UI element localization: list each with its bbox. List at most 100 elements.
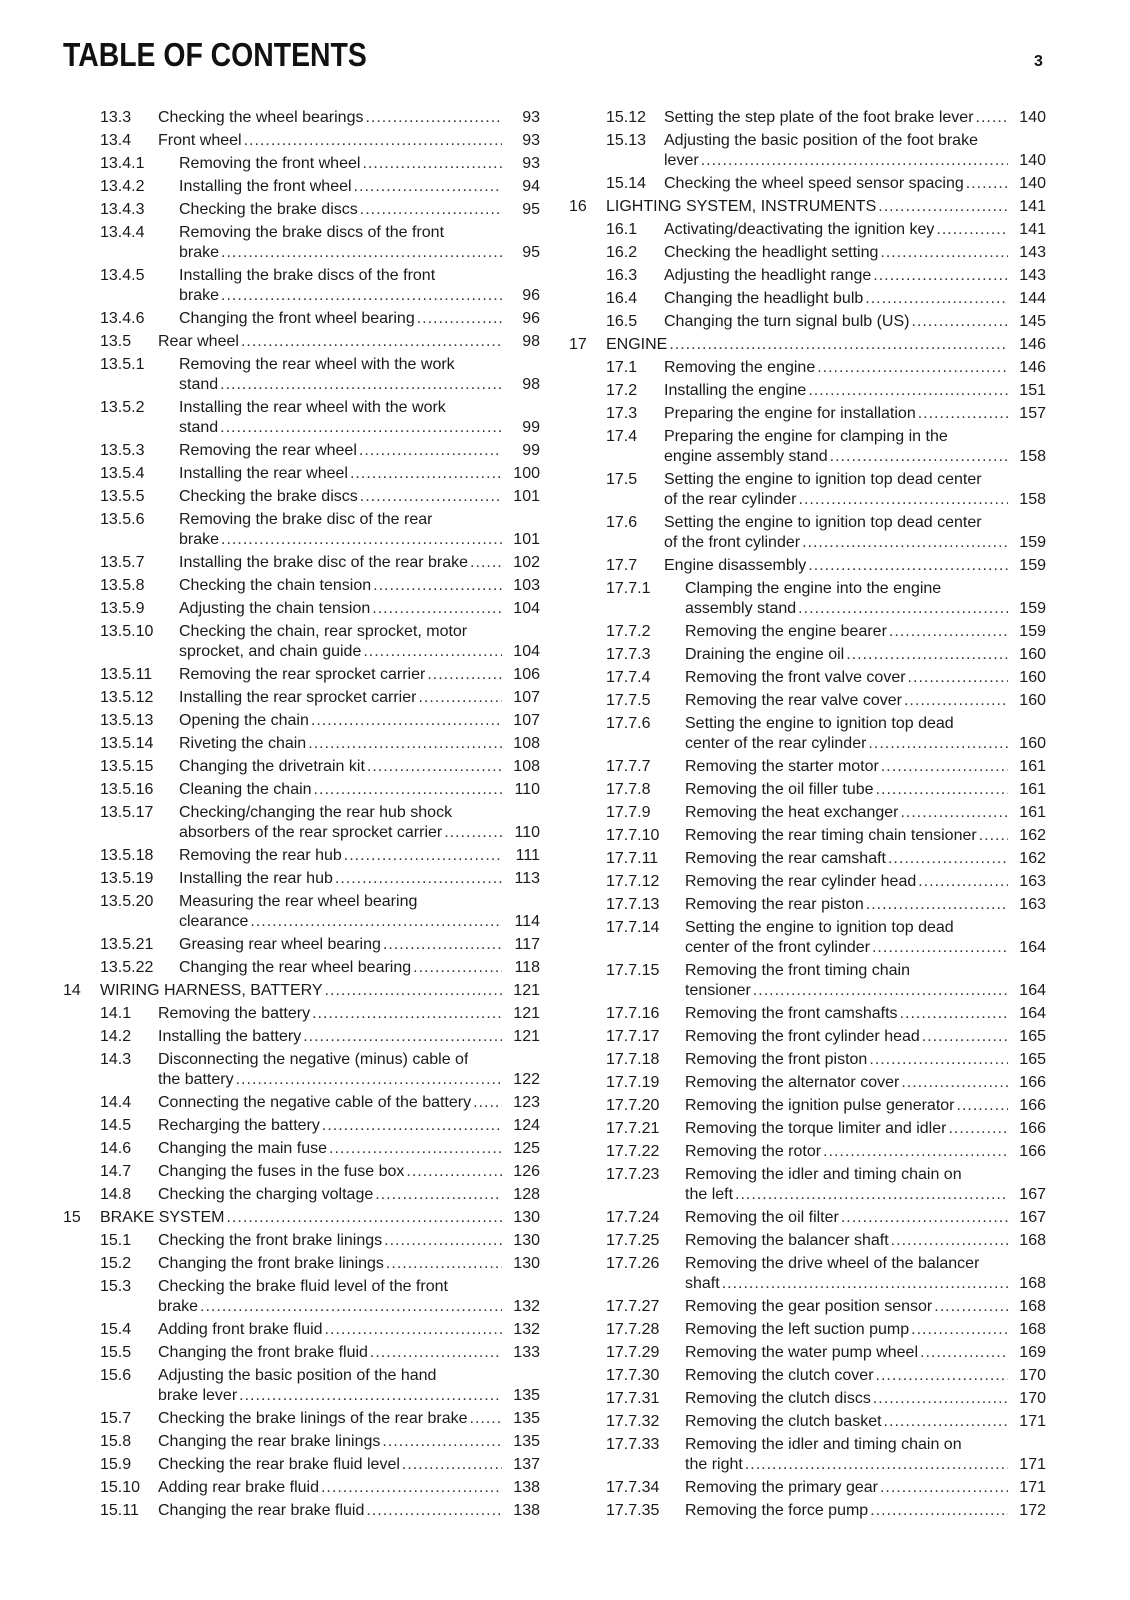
toc-entry[interactable]: 17.3 Preparing the engine for installatio… <box>569 404 1046 427</box>
toc-entry[interactable]: 17.7.25 Removing the balancer shaft......… <box>569 1231 1046 1254</box>
toc-entry-page[interactable]: 93 <box>522 109 540 126</box>
toc-entry[interactable]: 17.7.3 Draining the engine oil...........… <box>569 645 1046 668</box>
toc-entry[interactable]: 17.2 Installing the engine...............… <box>569 381 1046 404</box>
toc-entry[interactable]: 13.5.18 Removing the rear hub............… <box>63 846 540 869</box>
toc-entry-page[interactable]: 168 <box>1019 1275 1046 1292</box>
toc-entry-page[interactable]: 140 <box>1019 152 1046 169</box>
toc-entry-page[interactable]: 160 <box>1019 669 1046 686</box>
toc-entry-page[interactable]: 101 <box>513 488 540 505</box>
toc-entry[interactable]: 13.5.11 Removing the rear sprocket carrie… <box>63 665 540 688</box>
toc-entry[interactable]: 17.7.26 Removing the drive wheel of the b… <box>569 1254 1046 1297</box>
toc-entry-page[interactable]: 141 <box>1019 198 1046 215</box>
toc-entry-page[interactable]: 135 <box>513 1387 540 1404</box>
toc-entry[interactable]: 17.7.32 Removing the clutch basket.......… <box>569 1412 1046 1435</box>
toc-entry[interactable]: 17 ENGINE................................… <box>569 335 1046 358</box>
toc-entry[interactable]: 15.8 Changing the rear brake linings.....… <box>63 1432 540 1455</box>
toc-entry-page[interactable]: 103 <box>513 577 540 594</box>
toc-entry-page[interactable]: 135 <box>513 1410 540 1427</box>
toc-entry[interactable]: 13.4.4 Removing the brake discs of the fr… <box>63 223 540 266</box>
toc-entry[interactable]: 14.6 Changing the main fuse..............… <box>63 1139 540 1162</box>
toc-entry-page[interactable]: 161 <box>1019 781 1046 798</box>
toc-entry-page[interactable]: 126 <box>513 1163 540 1180</box>
toc-entry[interactable]: 13.5.20 Measuring the rear wheel bearing c… <box>63 892 540 935</box>
toc-entry[interactable]: 13.5.4 Installing the rear wheel.........… <box>63 464 540 487</box>
toc-entry[interactable]: 16.4 Changing the headlight bulb.........… <box>569 289 1046 312</box>
toc-entry[interactable]: 13.5.15 Changing the drivetrain kit......… <box>63 757 540 780</box>
toc-entry[interactable]: 17.5 Setting the engine to ignition top d… <box>569 470 1046 513</box>
toc-entry-page[interactable]: 99 <box>522 442 540 459</box>
toc-entry-page[interactable]: 138 <box>513 1502 540 1519</box>
toc-entry[interactable]: 17.7.35 Removing the force pump..........… <box>569 1501 1046 1524</box>
toc-entry[interactable]: 17.7.10 Removing the rear timing chain te… <box>569 826 1046 849</box>
toc-entry[interactable]: 17.7.23 Removing the idler and timing cha… <box>569 1165 1046 1208</box>
toc-entry[interactable]: 17.7.2 Removing the engine bearer........… <box>569 622 1046 645</box>
toc-entry[interactable]: 17.7.18 Removing the front piston........… <box>569 1050 1046 1073</box>
toc-entry[interactable]: 13.5 Rear wheel..........................… <box>63 332 540 355</box>
toc-entry-page[interactable]: 158 <box>1019 491 1046 508</box>
toc-entry[interactable]: 13.5.14 Riveting the chain...............… <box>63 734 540 757</box>
toc-entry-page[interactable]: 159 <box>1019 623 1046 640</box>
toc-entry-page[interactable]: 157 <box>1019 405 1046 422</box>
toc-entry-page[interactable]: 110 <box>514 824 540 841</box>
toc-entry-page[interactable]: 121 <box>513 982 540 999</box>
toc-entry[interactable]: 14.2 Installing the battery..............… <box>63 1027 540 1050</box>
toc-entry-page[interactable]: 130 <box>513 1255 540 1272</box>
toc-entry-page[interactable]: 138 <box>513 1479 540 1496</box>
toc-entry[interactable]: 13.4.2 Installing the front wheel........… <box>63 177 540 200</box>
toc-entry-page[interactable]: 168 <box>1019 1232 1046 1249</box>
toc-entry[interactable]: 17.7.9 Removing the heat exchanger.......… <box>569 803 1046 826</box>
toc-entry-page[interactable]: 96 <box>522 310 540 327</box>
toc-entry-page[interactable]: 93 <box>522 155 540 172</box>
toc-entry-page[interactable]: 146 <box>1019 336 1046 353</box>
toc-entry-page[interactable]: 101 <box>513 531 540 548</box>
toc-entry-page[interactable]: 145 <box>1019 313 1046 330</box>
toc-entry[interactable]: 13.4 Front wheel.........................… <box>63 131 540 154</box>
toc-entry-page[interactable]: 130 <box>513 1209 540 1226</box>
toc-entry[interactable]: 14.4 Connecting the negative cable of the… <box>63 1093 540 1116</box>
toc-entry[interactable]: 17.6 Setting the engine to ignition top d… <box>569 513 1046 556</box>
toc-entry-page[interactable]: 93 <box>522 132 540 149</box>
toc-entry[interactable]: 15.10 Adding rear brake fluid............… <box>63 1478 540 1501</box>
toc-entry[interactable]: 13.5.1 Removing the rear wheel with the w… <box>63 355 540 398</box>
toc-entry-page[interactable]: 161 <box>1019 758 1046 775</box>
toc-entry[interactable]: 15.2 Changing the front brake linings....… <box>63 1254 540 1277</box>
toc-entry[interactable]: 13.3 Checking the wheel bearings.........… <box>63 108 540 131</box>
toc-entry-page[interactable]: 107 <box>513 689 540 706</box>
toc-entry[interactable]: 13.5.12 Installing the rear sprocket carr… <box>63 688 540 711</box>
toc-entry[interactable]: 13.5.8 Checking the chain tension........… <box>63 576 540 599</box>
toc-entry-page[interactable]: 104 <box>513 600 540 617</box>
toc-entry-page[interactable]: 95 <box>522 244 540 261</box>
toc-entry-page[interactable]: 160 <box>1019 735 1046 752</box>
toc-entry-page[interactable]: 104 <box>513 643 540 660</box>
toc-entry[interactable]: 17.7.22 Removing the rotor...............… <box>569 1142 1046 1165</box>
toc-entry-page[interactable]: 141 <box>1019 221 1046 238</box>
toc-entry[interactable]: 17.7.7 Removing the starter motor........… <box>569 757 1046 780</box>
toc-entry-page[interactable]: 133 <box>513 1344 540 1361</box>
toc-entry-page[interactable]: 168 <box>1019 1321 1046 1338</box>
toc-entry[interactable]: 17.7.1 Clamping the engine into the engin… <box>569 579 1046 622</box>
toc-entry[interactable]: 13.5.17 Checking/changing the rear hub sh… <box>63 803 540 846</box>
toc-entry-page[interactable]: 107 <box>513 712 540 729</box>
toc-entry-page[interactable]: 170 <box>1019 1390 1046 1407</box>
toc-entry-page[interactable]: 96 <box>522 287 540 304</box>
toc-entry-page[interactable]: 166 <box>1019 1074 1046 1091</box>
toc-entry[interactable]: 17.7.8 Removing the oil filler tube......… <box>569 780 1046 803</box>
toc-entry[interactable]: 17.7.16 Removing the front camshafts.....… <box>569 1004 1046 1027</box>
toc-entry[interactable]: 15.3 Checking the brake fluid level of th… <box>63 1277 540 1320</box>
toc-entry[interactable]: 17.7.6 Setting the engine to ignition top… <box>569 714 1046 757</box>
toc-entry-page[interactable]: 122 <box>513 1071 540 1088</box>
toc-entry[interactable]: 17.7.15 Removing the front timing chain te… <box>569 961 1046 1004</box>
toc-entry[interactable]: 14.8 Checking the charging voltage.......… <box>63 1185 540 1208</box>
toc-entry[interactable]: 13.5.6 Removing the brake disc of the rea… <box>63 510 540 553</box>
toc-entry[interactable]: 17.7.21 Removing the torque limiter and i… <box>569 1119 1046 1142</box>
toc-entry-page[interactable]: 164 <box>1019 1005 1046 1022</box>
toc-entry-page[interactable]: 159 <box>1019 534 1046 551</box>
toc-entry[interactable]: 16.3 Adjusting the headlight range.......… <box>569 266 1046 289</box>
toc-entry-page[interactable]: 171 <box>1019 1479 1046 1496</box>
toc-entry-page[interactable]: 95 <box>522 201 540 218</box>
toc-entry[interactable]: 15.13 Adjusting the basic position of the… <box>569 131 1046 174</box>
toc-entry-page[interactable]: 169 <box>1019 1344 1046 1361</box>
toc-entry-page[interactable]: 98 <box>522 376 540 393</box>
toc-entry[interactable]: 17.7.5 Removing the rear valve cover.....… <box>569 691 1046 714</box>
toc-entry-page[interactable]: 162 <box>1019 850 1046 867</box>
